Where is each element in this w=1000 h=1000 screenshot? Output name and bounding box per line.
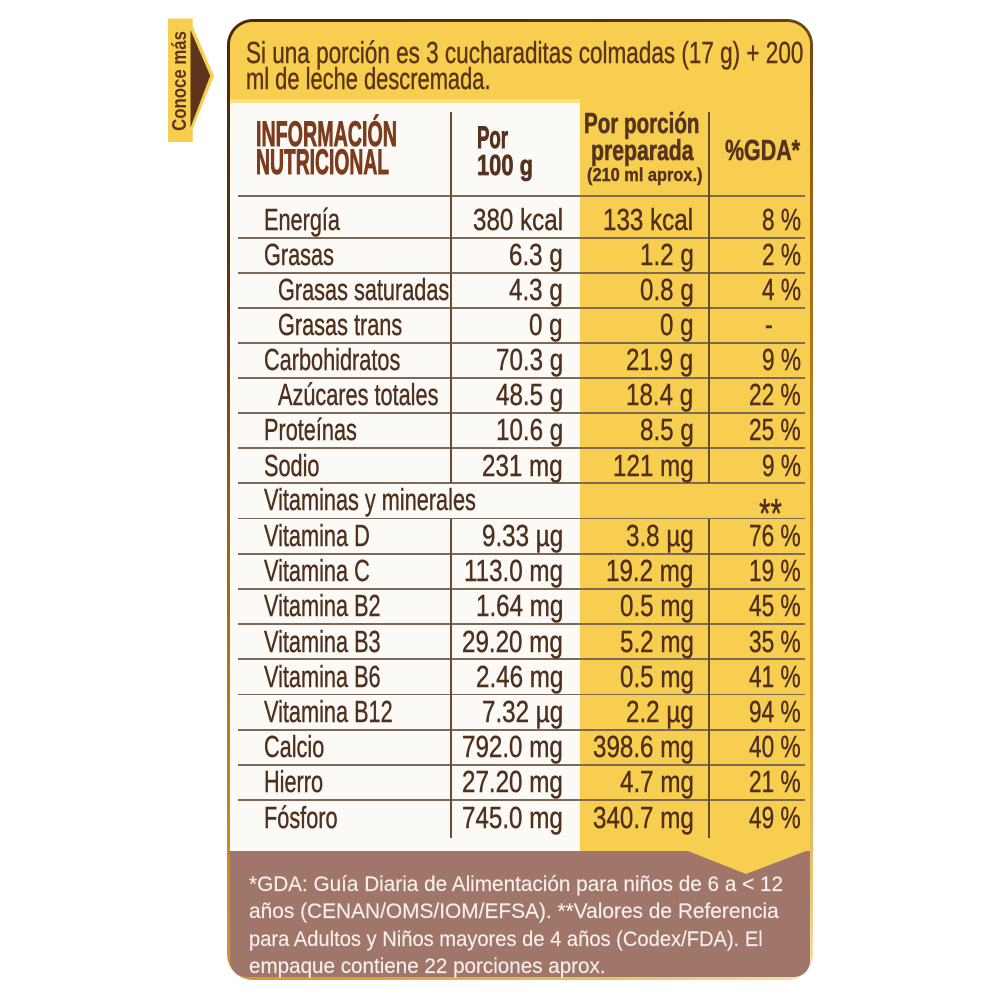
svg-text:Conoce más: Conoce más — [168, 31, 191, 131]
